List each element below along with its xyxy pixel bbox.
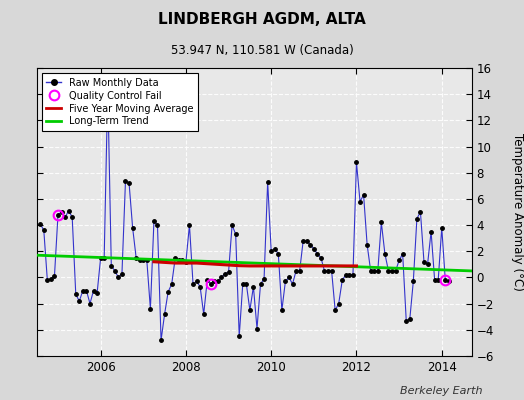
Text: Berkeley Earth: Berkeley Earth xyxy=(400,386,482,396)
Text: LINDBERGH AGDM, ALTA: LINDBERGH AGDM, ALTA xyxy=(158,12,366,27)
Legend: Raw Monthly Data, Quality Control Fail, Five Year Moving Average, Long-Term Tren: Raw Monthly Data, Quality Control Fail, … xyxy=(41,73,198,131)
Text: 53.947 N, 110.581 W (Canada): 53.947 N, 110.581 W (Canada) xyxy=(171,44,353,57)
Y-axis label: Temperature Anomaly (°C): Temperature Anomaly (°C) xyxy=(510,133,523,291)
